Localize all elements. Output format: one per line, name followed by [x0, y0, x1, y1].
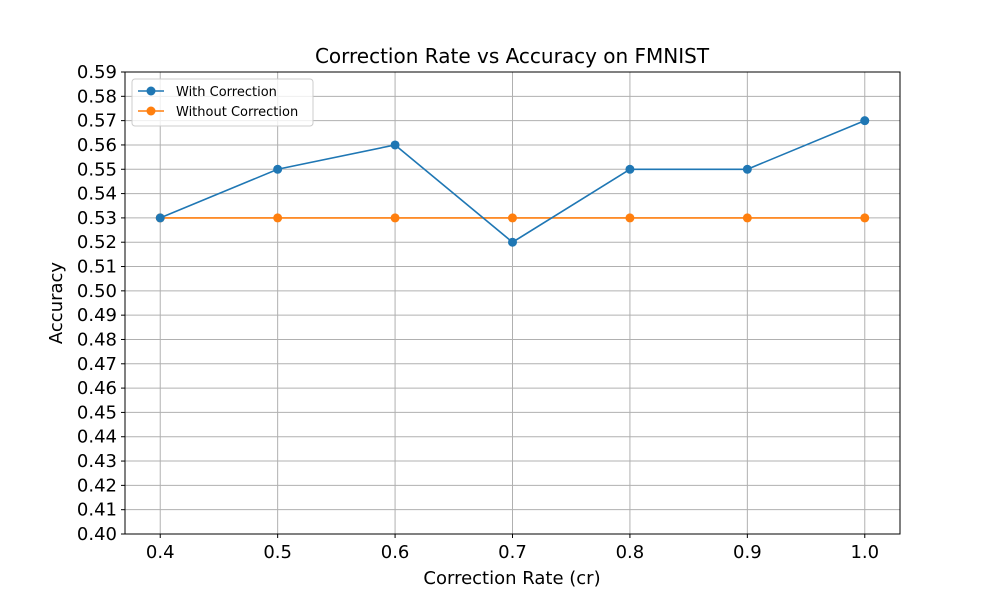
legend-frame [131, 78, 314, 127]
x-axis-ticks: 0.4 0.5 0.6 0.7 0.8 0.9 1.0 [146, 534, 879, 563]
y-tick-label: 0.47 [77, 354, 117, 375]
data-point [742, 213, 752, 223]
data-point [625, 213, 635, 223]
y-tick-label: 0.54 [77, 184, 117, 205]
y-axis-ticks: 0.40 0.41 0.42 0.43 0.44 0.45 0.46 0.47 0.48 0.49… [77, 62, 125, 545]
data-point [390, 213, 400, 223]
y-tick-label: 0.44 [77, 427, 117, 448]
y-tick-label: 0.48 [77, 329, 117, 350]
y-tick-label: 0.43 [77, 451, 117, 472]
data-point [625, 164, 635, 174]
data-point [273, 164, 283, 174]
y-tick-label: 0.49 [77, 305, 117, 326]
legend-label: Without Correction [176, 105, 298, 120]
data-point [508, 237, 517, 247]
y-tick-label: 0.46 [77, 378, 117, 399]
y-tick-label: 0.55 [77, 159, 117, 180]
x-tick-label: 0.7 [498, 542, 527, 563]
chart-title: Correction Rate vs Accuracy on FMNIST [315, 44, 710, 68]
y-axis-label: Accuracy [46, 262, 67, 345]
y-tick-label: 0.56 [77, 135, 117, 156]
x-axis-label: Correction Rate (cr) [423, 568, 600, 589]
y-tick-label: 0.58 [77, 86, 117, 107]
x-tick-label: 0.9 [733, 542, 762, 563]
data-point [390, 140, 400, 150]
y-tick-label: 0.53 [77, 208, 117, 229]
series-with-correction [155, 116, 870, 247]
y-tick-label: 0.45 [77, 402, 117, 423]
y-tick-label: 0.41 [77, 500, 117, 521]
legend-marker [146, 106, 156, 116]
data-point [508, 213, 517, 223]
x-tick-label: 1.0 [850, 542, 879, 563]
y-tick-label: 0.51 [77, 257, 117, 278]
data-point [155, 213, 165, 223]
data-point [273, 213, 283, 223]
x-tick-label: 0.8 [616, 542, 645, 563]
x-tick-label: 0.6 [381, 542, 410, 563]
y-tick-label: 0.57 [77, 111, 117, 132]
data-point [742, 164, 752, 174]
y-tick-label: 0.50 [77, 281, 117, 302]
y-tick-label: 0.42 [77, 475, 117, 496]
x-tick-label: 0.4 [146, 542, 175, 563]
x-tick-label: 0.5 [263, 542, 292, 563]
data-point [860, 213, 870, 223]
series-without-correction [155, 213, 870, 223]
y-tick-label: 0.52 [77, 232, 117, 253]
y-tick-label: 0.59 [77, 62, 117, 83]
y-tick-label: 0.40 [77, 524, 117, 545]
legend-marker [146, 86, 156, 96]
legend: With Correction Without Correction [131, 78, 314, 127]
series-layer [155, 116, 870, 247]
data-point [860, 116, 870, 126]
legend-label: With Correction [176, 85, 277, 100]
